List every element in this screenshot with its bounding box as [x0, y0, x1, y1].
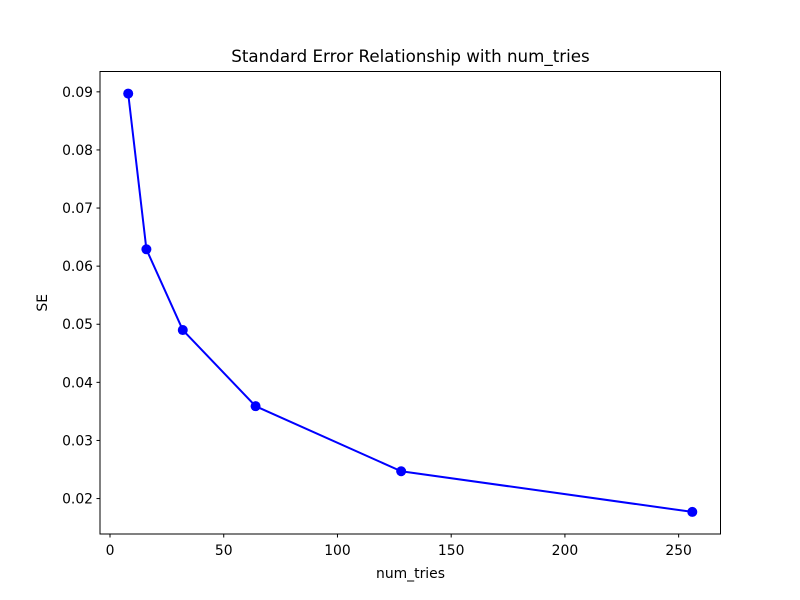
plot-area-border: [99, 71, 721, 535]
data-point: [250, 401, 261, 412]
x-tick-label: 50: [215, 543, 233, 559]
y-tick-label: 0.08: [62, 143, 93, 159]
data-point: [177, 325, 188, 336]
y-tick-label: 0.05: [62, 317, 93, 333]
x-tick-label: 250: [665, 543, 692, 559]
x-axis-label: num_tries: [376, 566, 445, 582]
data-line: [127, 93, 693, 513]
y-tick-label: 0.03: [62, 433, 93, 449]
data-point: [396, 466, 407, 477]
chart-title: Standard Error Relationship with num_tri…: [231, 46, 589, 67]
x-tick-label: 0: [106, 543, 115, 559]
x-tick-label: 200: [552, 543, 579, 559]
x-tick-label: 150: [438, 543, 465, 559]
data-point: [687, 506, 698, 517]
y-axis-label: SE: [35, 294, 51, 312]
y-tick-label: 0.04: [62, 375, 93, 391]
y-axis-ticks: 0.02 0.03 0.04 0.05 0.06 0.07 0.08 0.09: [62, 85, 100, 508]
data-series: [123, 88, 698, 517]
x-tick-label: 100: [324, 543, 351, 559]
data-point: [123, 88, 134, 99]
x-axis-ticks: 0 50 100 150 200 250: [106, 534, 692, 559]
data-point: [141, 244, 152, 255]
y-tick-label: 0.06: [62, 259, 93, 275]
y-tick-label: 0.07: [62, 201, 93, 217]
y-tick-label: 0.09: [62, 85, 93, 101]
y-tick-label: 0.02: [62, 492, 93, 508]
